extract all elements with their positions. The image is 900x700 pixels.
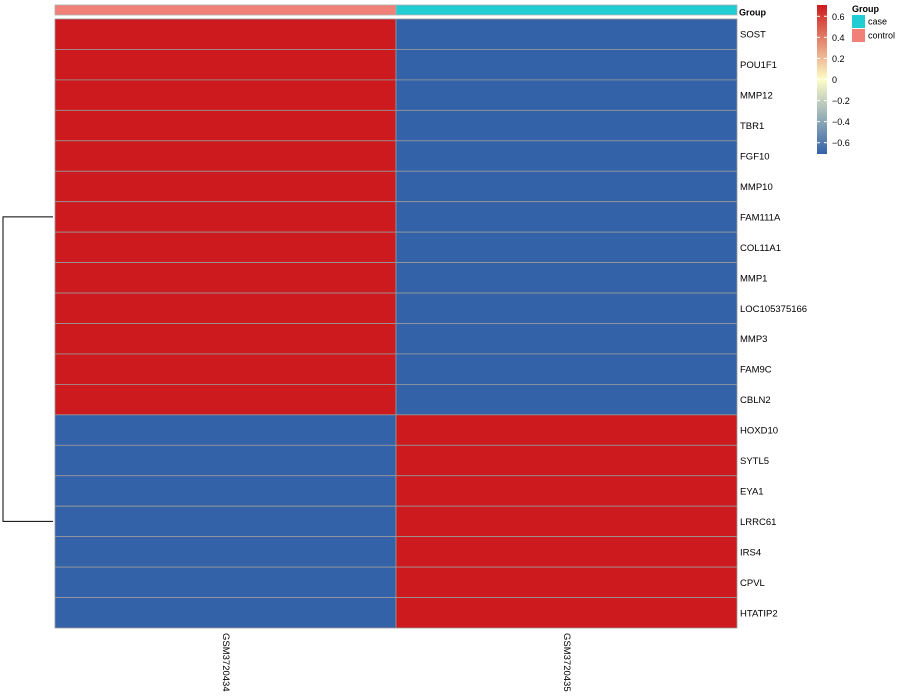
heatmap-cell — [54, 444, 397, 477]
annotation-cell-control — [54, 4, 397, 16]
row-label: POU1F1 — [740, 60, 777, 71]
row-label: MMP10 — [740, 182, 773, 193]
color-scale-legend: 0.6 0.4 0.2 0 −0.2 −0.4 −0.6 — [817, 5, 850, 154]
heatmap-cell — [395, 79, 738, 111]
heatmap-cell — [54, 262, 397, 294]
row-label: CPVL — [740, 578, 765, 589]
group-legend: Group case control — [852, 4, 895, 42]
row-labels: SOST POU1F1 MMP12 TBR1 FGF10 MMP10 FAM111A COL1… — [740, 30, 807, 620]
heatmap-cell — [395, 109, 738, 142]
heatmap-cells — [54, 18, 738, 629]
heatmap-cell — [395, 414, 738, 446]
row-label: TBR1 — [740, 121, 764, 132]
heatmap-cell — [395, 444, 738, 477]
column-label: GSM3720434 — [220, 633, 231, 692]
group-legend-label: case — [868, 17, 887, 27]
legends: 0.6 0.4 0.2 0 −0.2 −0.4 −0.6 Group case control — [817, 4, 895, 154]
color-scale-tick-label: 0 — [832, 75, 837, 85]
dendrogram-branch — [2, 216, 53, 522]
row-label: MMP3 — [740, 334, 767, 345]
heatmap-cell — [395, 18, 738, 50]
heatmap-cell — [395, 231, 738, 263]
heatmap-cell — [395, 201, 738, 233]
heatmap-cell — [395, 475, 738, 507]
heatmap-cell — [54, 597, 397, 629]
group-legend-title: Group — [852, 4, 879, 14]
row-label: IRS4 — [740, 547, 761, 558]
heatmap-cell — [54, 201, 397, 233]
heatmap-cell — [54, 292, 397, 324]
heatmap-cell — [54, 505, 397, 538]
row-label: SYTL5 — [740, 456, 769, 467]
row-label: LOC105375166 — [740, 304, 807, 315]
heatmap-cell — [395, 505, 738, 538]
heatmap-cell — [395, 353, 738, 385]
heatmap-cell — [54, 49, 397, 81]
heatmap-cell — [395, 536, 738, 568]
row-label: SOST — [740, 30, 766, 41]
heatmap-cell — [54, 18, 397, 50]
row-label: MMP1 — [740, 273, 767, 284]
heatmap-cell — [395, 292, 738, 324]
color-scale-tick-label: 0.2 — [832, 54, 845, 64]
color-scale-bar — [817, 5, 827, 154]
column-labels: GSM3720434 GSM3720435 — [220, 633, 572, 692]
group-annotation-bar — [54, 4, 738, 16]
color-scale-tick-label: −0.4 — [832, 117, 850, 127]
group-annotation-label: Group — [739, 8, 766, 18]
row-label: LRRC61 — [740, 517, 776, 528]
heatmap-cell — [395, 262, 738, 294]
row-label: FGF10 — [740, 152, 770, 163]
row-label: COL11A1 — [740, 243, 781, 254]
heatmap-cell — [54, 566, 397, 598]
color-scale-tick-label: −0.6 — [832, 138, 850, 148]
heatmap-cell — [395, 140, 738, 172]
heatmap-cell — [54, 383, 397, 416]
heatmap-cell — [395, 323, 738, 355]
row-dendrogram — [2, 216, 53, 522]
heatmap-cell — [54, 536, 397, 568]
heatmap-cell — [395, 49, 738, 81]
heatmap-cell — [54, 170, 397, 203]
row-label: CBLN2 — [740, 395, 771, 406]
heatmap-cell — [54, 140, 397, 172]
color-scale-tick-label: −0.2 — [832, 96, 850, 106]
heatmap-cell — [395, 566, 738, 598]
color-scale-tick-label: 0.6 — [832, 12, 845, 22]
group-legend-swatch-case — [852, 15, 865, 28]
heatmap-cell — [54, 414, 397, 446]
heatmap-cell — [54, 323, 397, 355]
column-label: GSM3720435 — [561, 633, 572, 692]
heatmap-cell — [54, 79, 397, 111]
annotation-cell-case — [395, 4, 738, 16]
row-label: HOXD10 — [740, 426, 778, 437]
group-legend-swatch-control — [852, 29, 865, 42]
heatmap-cell — [54, 475, 397, 507]
color-scale-tick-label: 0.4 — [832, 33, 845, 43]
heatmap-cell — [395, 597, 738, 629]
heatmap-cell — [54, 231, 397, 263]
heatmap-cell — [395, 170, 738, 203]
row-label: HTATIP2 — [740, 608, 778, 619]
heatmap-cell — [395, 383, 738, 416]
row-label: FAM9C — [740, 365, 772, 376]
row-label: EYA1 — [740, 486, 764, 497]
row-label: FAM111A — [740, 212, 781, 223]
heatmap-cell — [54, 109, 397, 142]
heatmap-cell — [54, 353, 397, 385]
group-legend-label: control — [868, 31, 895, 41]
row-label: MMP12 — [740, 91, 773, 102]
